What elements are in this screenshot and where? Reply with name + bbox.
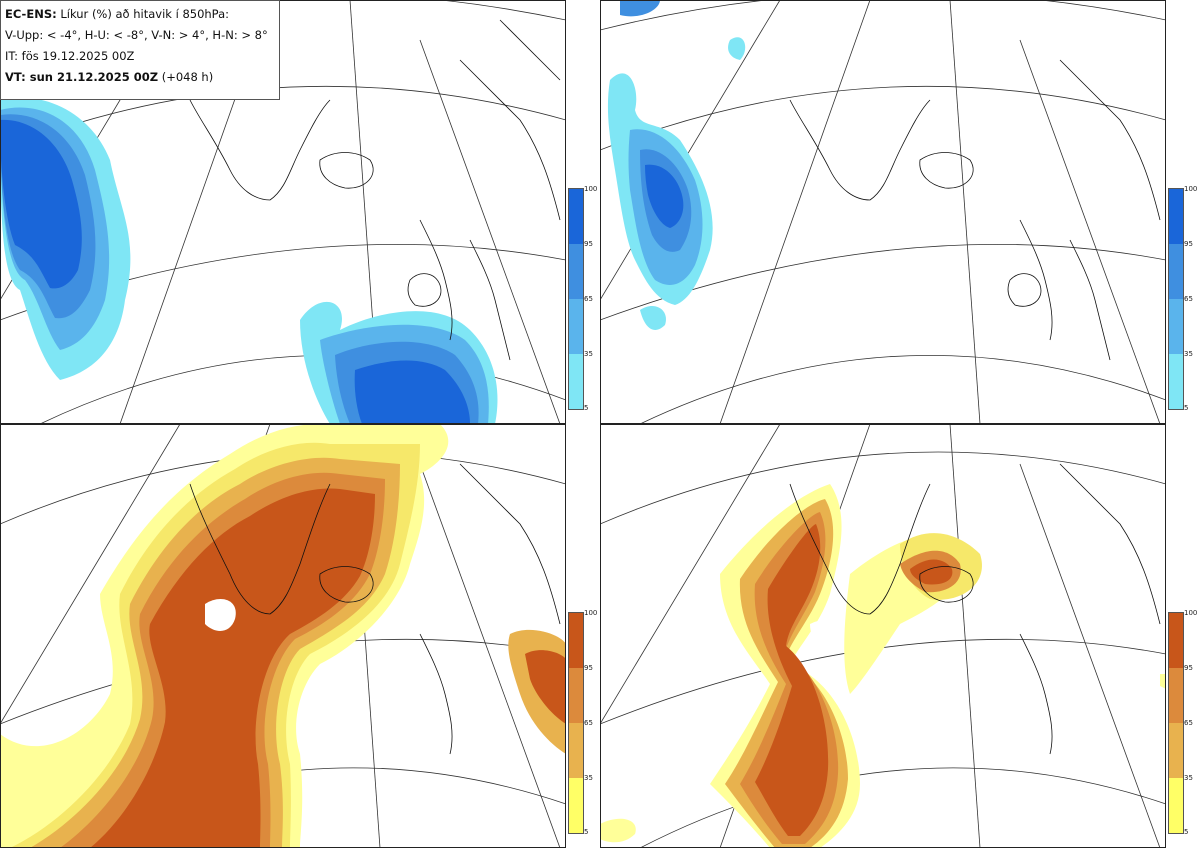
colorbar-tick-35: 35 bbox=[1184, 774, 1193, 782]
legend-box: EC-ENS: Líkur (%) að hitavik í 850hPa: V… bbox=[0, 0, 280, 100]
legend-title-line: EC-ENS: Líkur (%) að hitavik í 850hPa: bbox=[5, 4, 275, 25]
colorbar-tick-95: 95 bbox=[1184, 664, 1193, 672]
colorbar-cold-right bbox=[1168, 188, 1184, 410]
colorbar-tick-100: 100 bbox=[1184, 609, 1198, 617]
thresholds-text: V-Upp: < -4°, H-U: < -8°, V-N: > 4°, H-N… bbox=[5, 28, 268, 42]
colorbar-warm-right bbox=[1168, 612, 1184, 834]
probability-map-warm bbox=[0, 424, 566, 848]
colorbar-tick-100: 100 bbox=[1184, 185, 1198, 193]
colorbar-tick-65: 65 bbox=[584, 719, 593, 727]
colorbar-tick-35: 35 bbox=[584, 774, 593, 782]
valid-time-line: VT: sun 21.12.2025 00Z (+048 h) bbox=[5, 67, 275, 88]
colorbar-tick-65: 65 bbox=[1184, 295, 1193, 303]
init-time-text: IT: fös 19.12.2025 00Z bbox=[5, 49, 135, 63]
colorbar-tick-95: 95 bbox=[584, 664, 593, 672]
colorbar-tick-5: 5 bbox=[1184, 404, 1189, 412]
colorbar-tick-65: 65 bbox=[1184, 719, 1193, 727]
valid-time-text: VT: sun 21.12.2025 00Z bbox=[5, 70, 159, 84]
colorbar-warm-left bbox=[568, 612, 584, 834]
colorbar-tick-5: 5 bbox=[584, 828, 589, 836]
probability-map-cold bbox=[0, 0, 566, 424]
lead-time-text: (+048 h) bbox=[161, 70, 214, 84]
map-panel-top-left bbox=[0, 0, 566, 424]
colorbar-tick-95: 95 bbox=[584, 240, 593, 248]
colorbar-tick-100: 100 bbox=[584, 185, 598, 193]
colorbar-tick-35: 35 bbox=[584, 350, 593, 358]
map-panel-bottom-left bbox=[0, 424, 566, 848]
product-label: EC-ENS: bbox=[5, 7, 57, 21]
map-panel-bottom-right bbox=[600, 424, 1166, 848]
colorbar-tick-5: 5 bbox=[584, 404, 589, 412]
colorbar-tick-35: 35 bbox=[1184, 350, 1193, 358]
colorbar-tick-65: 65 bbox=[584, 295, 593, 303]
probability-map-cold bbox=[600, 0, 1166, 424]
colorbar-tick-100: 100 bbox=[584, 609, 598, 617]
title-text: Líkur (%) að hitavik í 850hPa: bbox=[60, 7, 230, 21]
map-panel-top-right bbox=[600, 0, 1166, 424]
colorbar-tick-95: 95 bbox=[1184, 240, 1193, 248]
colorbar-cold-left bbox=[568, 188, 584, 410]
colorbar-tick-5: 5 bbox=[1184, 828, 1189, 836]
probability-map-warm bbox=[600, 424, 1166, 848]
